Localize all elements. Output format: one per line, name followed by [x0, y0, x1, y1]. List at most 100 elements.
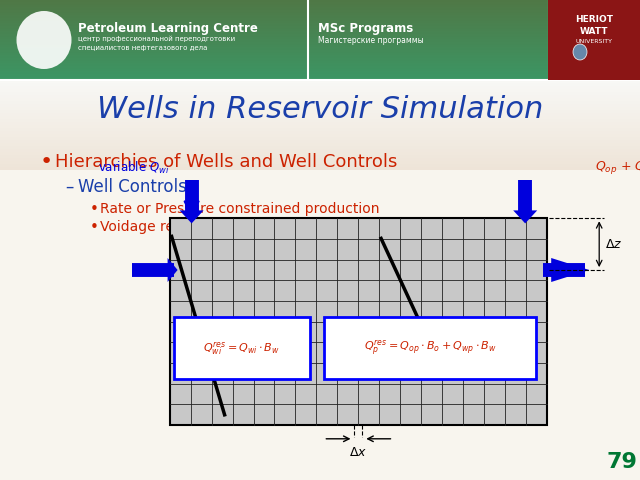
Bar	[0, 116, 640, 119]
Text: •: •	[90, 219, 99, 235]
Bar	[0, 61, 640, 62]
Bar	[548, 0, 640, 80]
Bar	[0, 46, 640, 47]
Bar	[0, 22, 640, 23]
Bar	[0, 119, 640, 122]
Text: variable $Q_{wi}$: variable $Q_{wi}$	[98, 160, 169, 176]
Bar	[0, 79, 640, 80]
Text: Rate or Pressure constrained production: Rate or Pressure constrained production	[100, 202, 380, 216]
Text: HERIOT: HERIOT	[575, 15, 613, 24]
Bar	[0, 113, 640, 116]
Polygon shape	[168, 258, 178, 282]
Bar	[0, 26, 640, 27]
Bar	[0, 128, 640, 131]
Bar	[0, 110, 640, 113]
Bar	[0, 33, 640, 34]
Bar	[0, 137, 640, 140]
Bar	[0, 42, 640, 43]
Bar	[0, 152, 640, 155]
Bar	[173, 317, 310, 379]
Polygon shape	[513, 210, 537, 223]
Bar	[0, 5, 640, 6]
Bar	[0, 54, 640, 55]
Text: $\Delta z$: $\Delta z$	[605, 238, 623, 251]
Bar	[0, 37, 640, 38]
Bar	[0, 57, 640, 58]
Bar	[0, 35, 640, 36]
Bar	[0, 167, 640, 170]
Bar	[0, 36, 640, 37]
Text: Petroleum Learning Centre: Petroleum Learning Centre	[78, 22, 258, 35]
Bar	[0, 32, 640, 33]
Bar	[0, 76, 640, 77]
Text: WATT: WATT	[580, 27, 608, 36]
Bar	[0, 125, 640, 128]
Bar	[0, 60, 640, 61]
Bar	[0, 38, 640, 39]
Bar	[0, 70, 640, 71]
Bar	[0, 55, 640, 56]
Bar	[0, 10, 640, 11]
Bar	[0, 73, 640, 74]
Bar	[0, 15, 640, 16]
Bar	[0, 8, 640, 9]
Ellipse shape	[573, 44, 587, 60]
Bar	[0, 24, 640, 25]
Bar	[0, 45, 640, 46]
Bar	[0, 68, 640, 69]
Bar	[0, 13, 640, 14]
Bar	[0, 78, 640, 79]
Bar	[0, 143, 640, 146]
Text: Well Controls: Well Controls	[78, 178, 187, 196]
Bar	[0, 62, 640, 63]
Text: •: •	[90, 202, 99, 216]
Bar	[0, 21, 640, 22]
Bar	[0, 158, 640, 161]
Bar	[0, 122, 640, 125]
Bar	[0, 9, 640, 10]
Text: UNIVERSITY: UNIVERSITY	[575, 39, 612, 44]
Bar	[0, 131, 640, 134]
Text: специалистов нефтегазового дела: специалистов нефтегазового дела	[78, 45, 207, 51]
Bar	[0, 6, 640, 7]
Bar	[0, 27, 640, 28]
Bar	[0, 49, 640, 50]
Bar	[0, 92, 640, 95]
Bar	[0, 95, 640, 98]
Bar	[0, 28, 640, 29]
Bar	[0, 41, 640, 42]
Bar	[0, 47, 640, 48]
Text: Wells in Reservoir Simulation: Wells in Reservoir Simulation	[97, 96, 543, 124]
Bar	[0, 40, 640, 41]
Bar	[0, 83, 640, 86]
Bar	[0, 63, 640, 64]
Bar	[0, 39, 640, 40]
Bar	[0, 50, 640, 51]
Bar	[0, 0, 640, 1]
Bar	[0, 71, 640, 72]
Text: Voidage replacement (injection): Voidage replacement (injection)	[100, 220, 323, 234]
Bar	[0, 29, 640, 30]
Text: MSc Programs: MSc Programs	[318, 22, 413, 35]
Bar	[0, 69, 640, 70]
Bar	[0, 164, 640, 167]
Bar	[170, 218, 547, 425]
Bar	[0, 101, 640, 104]
Text: Магистерские программы: Магистерские программы	[318, 36, 424, 45]
Bar	[0, 43, 640, 44]
Bar	[0, 3, 640, 4]
Bar	[0, 30, 640, 31]
Bar	[0, 56, 640, 57]
Bar	[0, 59, 640, 60]
Text: $Q_{op}$ + $Q_{wp}$: $Q_{op}$ + $Q_{wp}$	[595, 159, 640, 176]
Text: $Q_{wi}^{res}=Q_{wi}\cdot B_w$: $Q_{wi}^{res}=Q_{wi}\cdot B_w$	[203, 340, 280, 357]
Bar	[0, 52, 640, 53]
Bar	[324, 317, 536, 379]
Bar	[0, 58, 640, 59]
Bar	[0, 107, 640, 110]
Ellipse shape	[17, 11, 72, 69]
Bar	[0, 44, 640, 45]
Bar	[0, 140, 640, 143]
Bar	[0, 146, 640, 149]
Bar	[0, 75, 640, 76]
